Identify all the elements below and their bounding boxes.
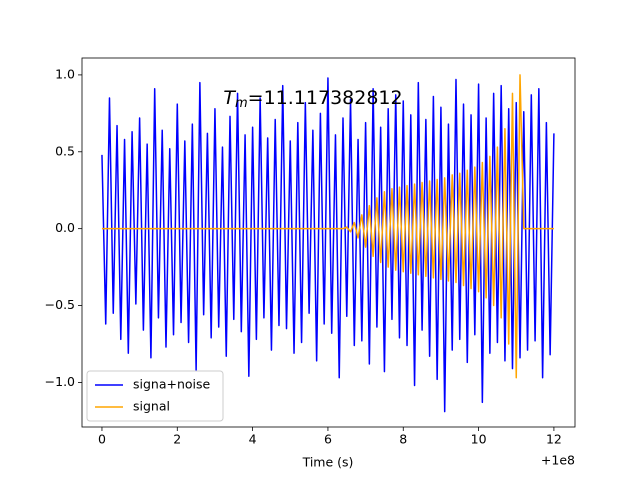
y-tick-label: 0.0 [55, 220, 75, 235]
x-tick-label: 8 [399, 432, 407, 447]
x-tick-label: 10 [471, 432, 487, 447]
legend-label: signal [133, 399, 170, 414]
annotation-symbol: T [223, 87, 236, 109]
x-tick-label: 4 [249, 432, 257, 447]
x-axis-label: Time (s) [302, 455, 354, 470]
y-tick-label: 1.0 [55, 66, 75, 81]
series-line [101, 74, 554, 379]
x-tick-label: 12 [546, 432, 562, 447]
legend-label: signa+noise [133, 377, 211, 392]
annotation: Tm=11.117382812 [223, 87, 402, 111]
x-tick-label: 6 [324, 432, 332, 447]
x-offset-label: +1e8 [541, 453, 575, 468]
x-tick-label: 2 [173, 432, 181, 447]
series-line [101, 77, 555, 413]
annotation-text: =11.117382812 [248, 87, 403, 109]
y-tick-label: −0.5 [45, 297, 75, 312]
legend-box [86, 370, 224, 422]
axes-frame [81, 57, 576, 428]
y-tick-label: −1.0 [45, 374, 75, 389]
y-tick-label: 0.5 [55, 143, 75, 158]
plot-area [101, 74, 555, 413]
x-tick-label: 0 [98, 432, 106, 447]
annotation-subscript: m [235, 96, 248, 111]
